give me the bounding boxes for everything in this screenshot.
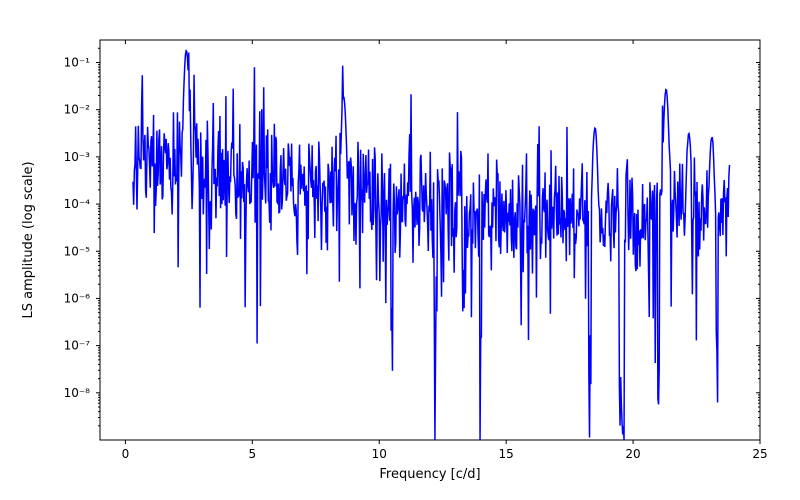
periodogram-chart: 0 5 10 15 20 25 Frequency [c/d] 10⁻⁸ 10⁻⁷ 10⁻⁶ 10⁻…	[0, 0, 800, 500]
svg-text:10: 10	[372, 447, 387, 461]
svg-text:10⁻⁵: 10⁻⁵	[64, 244, 91, 258]
svg-text:10⁻³: 10⁻³	[64, 150, 91, 164]
svg-text:20: 20	[625, 447, 640, 461]
svg-text:10⁻⁶: 10⁻⁶	[64, 291, 91, 305]
svg-text:10⁻²: 10⁻²	[64, 103, 91, 117]
svg-text:10⁻⁸: 10⁻⁸	[64, 386, 91, 400]
svg-text:15: 15	[499, 447, 514, 461]
chart-container: 0 5 10 15 20 25 Frequency [c/d] 10⁻⁸ 10⁻⁷ 10⁻⁶ 10⁻…	[0, 0, 800, 500]
svg-text:10⁻⁴: 10⁻⁴	[64, 197, 91, 211]
x-axis-label: Frequency [c/d]	[379, 467, 480, 482]
svg-text:10⁻¹: 10⁻¹	[64, 56, 91, 70]
y-axis-label: LS amplitude (log scale)	[21, 161, 36, 318]
svg-text:0: 0	[122, 447, 130, 461]
svg-text:25: 25	[752, 447, 767, 461]
svg-text:10⁻⁷: 10⁻⁷	[64, 339, 91, 353]
svg-text:5: 5	[248, 447, 256, 461]
